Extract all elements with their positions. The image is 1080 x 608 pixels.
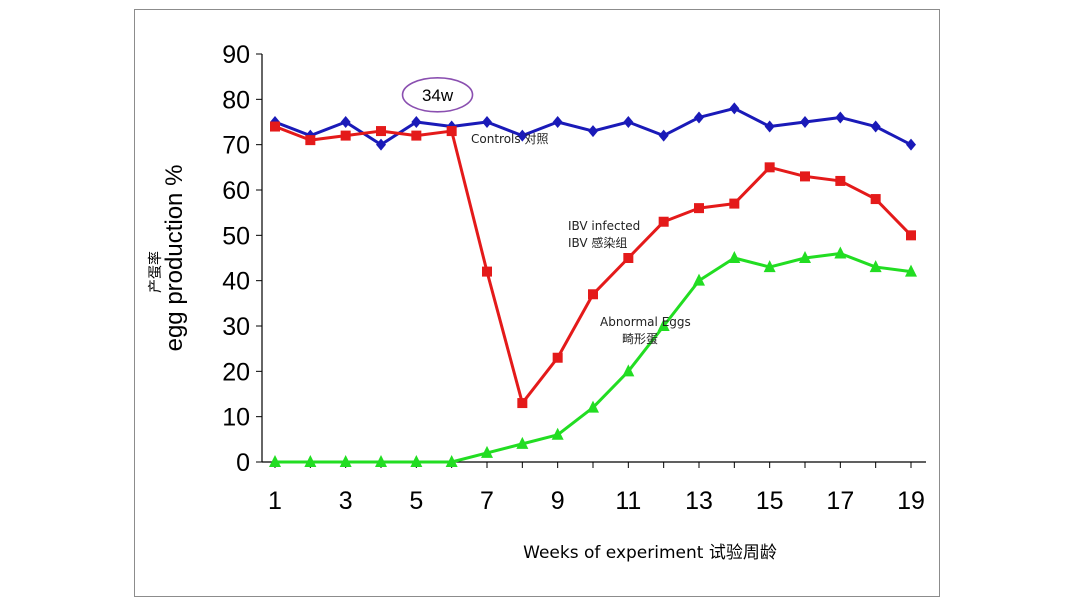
data-point-ibv xyxy=(305,135,316,146)
annotation-34w: 34w xyxy=(422,86,454,105)
data-point-ibv xyxy=(906,230,916,241)
data-point-controls xyxy=(764,120,775,133)
data-point-abnormal xyxy=(834,246,847,259)
data-point-abnormal xyxy=(304,455,317,467)
data-point-controls xyxy=(658,129,669,142)
data-point-abnormal xyxy=(410,455,423,467)
data-point-ibv xyxy=(517,398,528,409)
y-tick-label: 90 xyxy=(222,41,250,69)
x-axis-label: Weeks of experiment 试验周龄 xyxy=(523,543,777,563)
data-point-controls xyxy=(729,102,740,115)
data-point-ibv xyxy=(340,130,351,141)
data-point-ibv xyxy=(411,130,422,141)
data-point-ibv xyxy=(446,126,457,137)
data-point-ibv xyxy=(694,203,704,214)
x-tick-label: 9 xyxy=(551,487,565,515)
data-point-controls xyxy=(340,116,351,128)
data-point-abnormal xyxy=(269,455,281,467)
data-point-ibv xyxy=(658,216,669,227)
x-tick-label: 13 xyxy=(685,487,713,515)
data-point-ibv xyxy=(764,162,775,173)
x-tick-label: 15 xyxy=(756,487,784,515)
data-point-abnormal xyxy=(445,455,458,467)
y-tick-label: 40 xyxy=(222,268,250,296)
y-tick-label: 10 xyxy=(222,404,250,432)
data-point-controls xyxy=(517,129,528,142)
data-point-abnormal xyxy=(869,260,882,273)
data-point-abnormal xyxy=(728,251,741,263)
x-tick-label: 19 xyxy=(897,487,925,515)
data-point-abnormal xyxy=(799,251,811,263)
data-point-ibv xyxy=(482,266,492,277)
data-point-abnormal xyxy=(339,455,352,467)
data-point-ibv xyxy=(623,253,634,263)
data-point-abnormal xyxy=(375,455,387,467)
data-point-controls xyxy=(800,116,810,128)
series-label-2: 畸形蛋 xyxy=(622,332,658,346)
series-line-1 xyxy=(274,125,913,405)
x-tick-label: 3 xyxy=(339,487,353,515)
data-point-controls xyxy=(552,116,563,128)
data-point-ibv xyxy=(870,194,881,205)
data-point-abnormal xyxy=(622,364,635,377)
series-label-0: Controls 对照 xyxy=(471,132,548,146)
data-point-ibv xyxy=(270,121,280,132)
y-tick-label: 80 xyxy=(222,86,250,114)
data-point-abnormal xyxy=(763,260,776,273)
series-label-2: Abnormal Eggs xyxy=(600,315,691,329)
chart-frame xyxy=(134,9,940,597)
y-axis-label: egg production % xyxy=(161,165,188,352)
x-tick-label: 1 xyxy=(268,487,282,515)
y-tick-label: 70 xyxy=(222,132,250,160)
data-point-controls xyxy=(482,116,492,128)
y-axis-label-cn: 产蛋率 xyxy=(147,251,164,293)
y-tick-label: 60 xyxy=(222,177,250,205)
data-point-ibv xyxy=(552,352,563,363)
annotation-ellipse xyxy=(401,77,474,113)
data-point-abnormal xyxy=(693,273,705,286)
series-label-1: IBV infected xyxy=(568,219,640,233)
data-point-abnormal xyxy=(516,436,529,449)
data-point-abnormal xyxy=(905,264,917,277)
x-tick-label: 7 xyxy=(480,487,494,515)
data-point-ibv xyxy=(729,198,740,209)
data-point-controls xyxy=(623,116,634,128)
data-point-ibv xyxy=(835,175,846,186)
data-point-ibv xyxy=(376,126,386,137)
series-line-2 xyxy=(275,251,912,464)
data-point-abnormal xyxy=(657,319,670,331)
data-point-controls xyxy=(870,120,881,133)
data-point-ibv xyxy=(800,171,810,182)
data-point-controls xyxy=(906,138,916,151)
data-point-abnormal xyxy=(587,400,599,413)
data-point-ibv xyxy=(588,289,598,300)
data-point-controls xyxy=(588,125,598,138)
data-point-abnormal xyxy=(481,445,493,458)
data-point-controls xyxy=(376,138,386,151)
data-point-controls xyxy=(694,111,704,124)
data-point-controls xyxy=(411,116,422,128)
y-tick-label: 0 xyxy=(236,449,250,477)
data-point-controls xyxy=(835,111,846,124)
y-tick-label: 30 xyxy=(222,313,250,341)
x-tick-label: 11 xyxy=(615,487,641,515)
x-tick-label: 5 xyxy=(409,487,423,515)
y-tick-label: 50 xyxy=(222,222,250,250)
x-tick-label: 17 xyxy=(826,487,854,515)
series-label-1: IBV 感染组 xyxy=(568,235,627,250)
data-point-abnormal xyxy=(551,427,564,440)
y-tick-label: 20 xyxy=(222,358,250,386)
